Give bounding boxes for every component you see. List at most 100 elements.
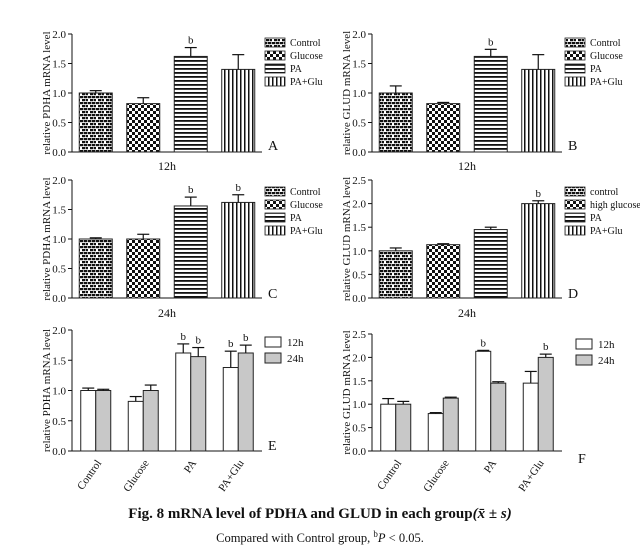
- bar-glucose: [126, 103, 161, 153]
- bar-12h-pa: [475, 350, 492, 452]
- category-label: PA: [182, 458, 199, 476]
- y-tick-label: 2.0: [352, 199, 366, 211]
- category-label: Glucose: [421, 458, 452, 495]
- x-axis-label: 12h: [158, 159, 176, 173]
- legend-label: 24h: [598, 355, 615, 367]
- y-tick-label: 0.0: [352, 147, 366, 159]
- y-tick-label: 1.5: [352, 59, 366, 71]
- legend-swatch: [264, 212, 286, 223]
- significance-mark: b: [228, 338, 234, 350]
- y-tick-label: 0.5: [52, 264, 66, 276]
- bar-12h-glucose: [127, 400, 144, 452]
- bar-glucose: [126, 238, 161, 299]
- significance-mark: b: [236, 182, 242, 194]
- bar-pa: [173, 205, 208, 299]
- legend-swatch: [575, 354, 593, 366]
- legend-label: PA+Glu: [290, 226, 323, 237]
- legend-swatch: [264, 225, 286, 236]
- legend-swatch: [264, 336, 282, 348]
- caption-note-prefix: Compared with Control group,: [216, 531, 374, 546]
- category-label: Control: [75, 458, 104, 492]
- legend-label: Control: [290, 187, 321, 198]
- legend-swatch: [264, 199, 286, 210]
- category-label: PA+Glu: [516, 457, 547, 494]
- y-tick-label: 2.0: [352, 29, 366, 41]
- legend-swatch: [264, 186, 286, 197]
- y-tick-label: 1.0: [52, 386, 66, 398]
- caption-note-p: P: [377, 531, 386, 546]
- y-tick-label: 1.0: [352, 399, 366, 411]
- y-axis-label: relative PDHA mRNA level: [41, 31, 53, 154]
- y-tick-label: 1.0: [352, 88, 366, 100]
- legend-label: 24h: [287, 353, 304, 365]
- bar-control: [78, 238, 113, 299]
- panel-label: A: [268, 139, 279, 154]
- y-tick-label: 1.0: [52, 234, 66, 246]
- y-axis-label: relative PDHA mRNA level: [41, 177, 53, 300]
- bar-24h-pa-glu: [237, 352, 254, 452]
- legend-label: control: [590, 187, 619, 198]
- bar-12h-pa: [175, 352, 192, 452]
- category-label: Glucose: [121, 458, 152, 495]
- legend-label: PA: [290, 213, 303, 224]
- figure-caption-note: Compared with Control group, bP < 0.05.: [0, 529, 640, 546]
- caption-title-text: Fig. 8 mRNA level of PDHA and GLUD in ea…: [128, 506, 473, 522]
- y-axis-label: relative PDHA mRNA level: [41, 329, 53, 452]
- legend-label: Glucose: [590, 51, 623, 62]
- legend-swatch: [564, 199, 586, 210]
- panel-label: F: [578, 452, 586, 467]
- y-tick-label: 0.5: [352, 118, 366, 130]
- bar-pa: [473, 55, 508, 153]
- legend-label: PA+Glu: [290, 77, 323, 88]
- x-axis-label: 24h: [158, 306, 176, 320]
- bar-24h-glucose: [142, 390, 159, 452]
- bar-24h-control: [395, 403, 412, 452]
- legend-swatch: [264, 50, 286, 61]
- legend-label: high glucose: [590, 200, 640, 211]
- caption-stat-text: (x̄ ± s): [472, 506, 512, 522]
- y-tick-label: 1.5: [52, 355, 66, 367]
- y-axis-label: relative GLUD mRNA level: [341, 177, 353, 301]
- y-tick-label: 0.0: [52, 293, 66, 305]
- bar-pa-glu: [221, 68, 256, 153]
- legend-label: 12h: [287, 337, 304, 349]
- bar-control: [378, 92, 413, 153]
- y-axis-label: relative GLUD mRNA level: [341, 31, 353, 155]
- bar-24h-pa: [190, 356, 207, 452]
- bar-24h-pa: [490, 382, 507, 452]
- legend-label: Glucose: [290, 51, 323, 62]
- bar-12h-control: [80, 390, 97, 452]
- legend-swatch: [575, 338, 593, 350]
- legend-swatch: [564, 186, 586, 197]
- bar-glucose: [426, 103, 461, 153]
- x-axis-label: 12h: [458, 159, 476, 173]
- panel-label: E: [268, 439, 277, 454]
- y-tick-label: 2.5: [352, 329, 366, 341]
- figure-caption-title: Fig. 8 mRNA level of PDHA and GLUD in ea…: [0, 506, 640, 523]
- legend-label: PA: [290, 64, 303, 75]
- y-tick-label: 2.0: [352, 352, 366, 364]
- legend-label: PA+Glu: [590, 226, 623, 237]
- bar-24h-control: [95, 390, 112, 452]
- category-label: PA+Glu: [216, 457, 247, 494]
- bar-12h-pa-glu: [522, 382, 539, 452]
- legend-swatch: [564, 50, 586, 61]
- significance-mark: b: [181, 331, 187, 343]
- bar-24h-pa-glu: [537, 356, 554, 452]
- legend-label: PA: [590, 213, 603, 224]
- bar-control: [78, 92, 113, 153]
- legend-swatch: [564, 212, 586, 223]
- y-tick-label: 0.5: [352, 269, 366, 281]
- legend-label: Glucose: [290, 200, 323, 211]
- significance-mark: b: [188, 184, 194, 196]
- significance-mark: b: [196, 335, 202, 347]
- bar-24h-glucose: [442, 397, 459, 452]
- panel-label: C: [268, 287, 277, 302]
- legend-swatch: [564, 225, 586, 236]
- significance-mark: b: [188, 35, 194, 47]
- significance-mark: b: [488, 36, 494, 48]
